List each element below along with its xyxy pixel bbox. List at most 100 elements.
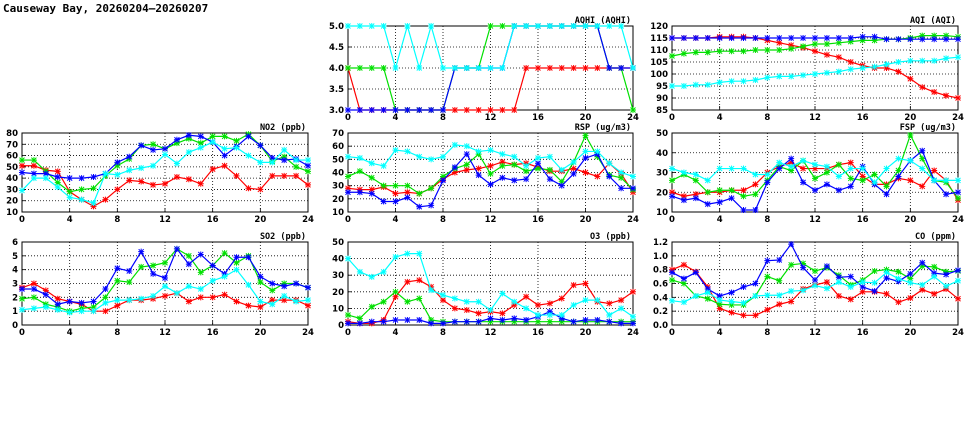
data-point — [835, 173, 842, 180]
data-point — [859, 33, 866, 40]
data-point — [269, 287, 276, 294]
data-point — [440, 292, 446, 299]
data-point — [233, 298, 240, 305]
data-point — [740, 312, 747, 319]
data-point — [428, 317, 435, 324]
data-point — [30, 170, 37, 177]
data-point — [475, 172, 482, 179]
y-tick-label: 0.6 — [653, 280, 668, 290]
data-point — [114, 186, 121, 193]
data-point — [511, 153, 518, 160]
data-point — [943, 271, 950, 278]
data-point — [451, 107, 458, 113]
data-point — [728, 165, 735, 172]
data-point — [740, 78, 747, 85]
data-point — [475, 107, 482, 113]
x-tick-label: 12 — [809, 328, 821, 338]
y-tick-label: 30 — [332, 271, 344, 281]
data-point — [281, 297, 288, 304]
data-point — [740, 187, 747, 194]
data-point — [269, 154, 276, 161]
x-tick-label: 16 — [857, 215, 869, 225]
x-tick-label: 4 — [393, 113, 399, 123]
data-point — [728, 289, 735, 296]
data-point — [728, 301, 735, 308]
data-point — [487, 315, 494, 322]
data-point — [416, 153, 423, 160]
chart-title: CO (ppm) — [915, 232, 956, 242]
x-tick-label: 12 — [809, 215, 821, 225]
data-point — [570, 23, 577, 29]
data-point — [800, 43, 807, 50]
data-point — [19, 157, 25, 164]
data-point — [368, 107, 375, 113]
data-point — [570, 282, 577, 289]
data-point — [345, 255, 351, 262]
data-point — [90, 298, 97, 305]
data-point — [630, 173, 636, 180]
data-point — [305, 162, 311, 169]
data-point — [345, 65, 351, 71]
data-point — [428, 185, 435, 192]
data-point — [669, 297, 675, 304]
data-point — [428, 156, 435, 163]
data-point — [114, 171, 121, 178]
data-point — [440, 65, 446, 71]
data-point — [835, 68, 842, 75]
data-point — [582, 280, 589, 287]
data-point — [895, 268, 902, 275]
data-point — [740, 299, 747, 306]
data-point — [281, 153, 288, 160]
series-4 — [669, 155, 961, 186]
data-point — [570, 165, 577, 172]
data-point — [356, 155, 363, 162]
data-point — [788, 35, 795, 41]
data-point — [305, 168, 311, 175]
data-point — [728, 195, 735, 202]
data-point — [582, 317, 589, 324]
data-point — [847, 283, 854, 290]
data-point — [345, 153, 351, 160]
data-point — [404, 148, 411, 155]
data-point — [463, 151, 470, 158]
data-point — [293, 172, 300, 179]
chart-title: AQI (AQI) — [910, 16, 956, 26]
data-point — [404, 194, 411, 201]
data-point — [345, 173, 351, 180]
data-point — [78, 308, 85, 315]
data-point — [618, 65, 625, 71]
data-point — [812, 175, 818, 182]
data-point — [704, 81, 711, 88]
data-point — [293, 298, 300, 305]
data-point — [451, 65, 458, 71]
data-point — [257, 298, 264, 305]
data-point — [630, 107, 636, 113]
data-point — [368, 318, 375, 325]
data-point — [66, 175, 73, 182]
data-point — [594, 173, 601, 180]
chart-panel: 0.0 0.2 0.4 0.6 0.8 1.0 1.2 0 4 8 12 16 20 24 CO (ppm) — [653, 232, 964, 338]
data-point — [90, 304, 97, 311]
data-point — [173, 140, 180, 147]
data-point — [511, 23, 518, 29]
data-point — [54, 301, 61, 308]
data-point — [823, 181, 830, 188]
x-tick-label: 12 — [485, 113, 497, 123]
data-point — [392, 65, 399, 71]
data-point — [704, 286, 711, 293]
data-point — [245, 133, 252, 140]
data-point — [138, 142, 145, 149]
x-tick-label: 8 — [764, 215, 770, 225]
data-point — [594, 297, 601, 304]
data-point — [800, 165, 807, 172]
data-point — [788, 261, 795, 268]
data-point — [907, 279, 914, 286]
data-point — [345, 23, 351, 29]
data-point — [704, 49, 711, 56]
data-point — [931, 270, 938, 277]
data-point — [883, 65, 890, 71]
data-point — [812, 187, 818, 194]
data-point — [463, 161, 470, 168]
y-tick-label: 85 — [656, 106, 668, 116]
data-point — [221, 145, 228, 152]
